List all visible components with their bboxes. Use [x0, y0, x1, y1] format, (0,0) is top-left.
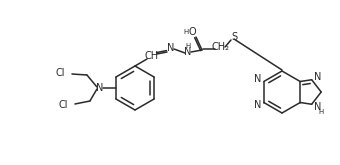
Text: CH: CH: [145, 51, 159, 61]
Text: N: N: [184, 47, 192, 57]
Text: N: N: [254, 99, 262, 110]
Text: N: N: [314, 102, 321, 112]
Text: S: S: [231, 32, 237, 42]
Text: O: O: [188, 27, 196, 37]
Text: N: N: [314, 72, 321, 82]
Text: Cl: Cl: [58, 100, 68, 110]
Text: CH₂: CH₂: [212, 42, 230, 52]
Text: N: N: [167, 43, 175, 53]
Text: H: H: [185, 43, 191, 49]
Text: N: N: [96, 83, 104, 93]
Text: H: H: [319, 109, 324, 115]
Text: Cl: Cl: [55, 68, 65, 78]
Text: N: N: [254, 75, 262, 84]
Text: H: H: [183, 29, 189, 35]
